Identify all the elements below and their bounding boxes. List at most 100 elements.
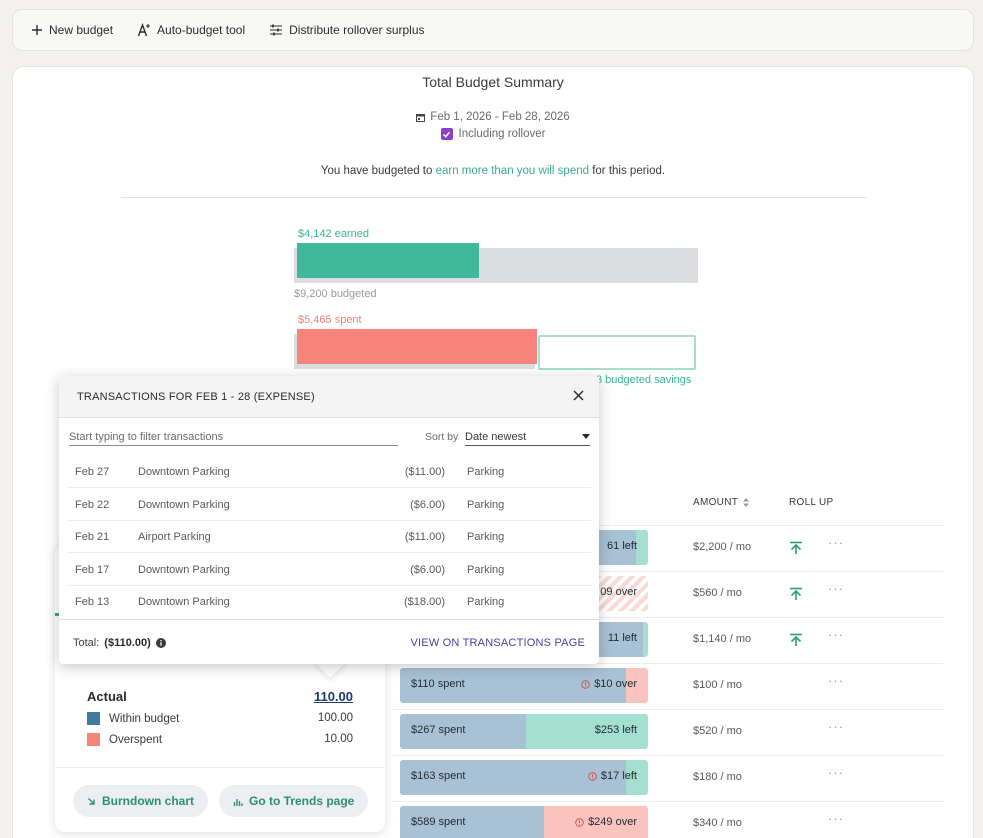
budget-amount[interactable]: $2,200 / mo	[693, 541, 752, 553]
budget-progress-bar[interactable]: $589 spent $249 over	[400, 806, 648, 838]
actual-value-link[interactable]: 110.00	[313, 689, 353, 704]
remaining-text: 09 over	[600, 586, 637, 598]
date-range[interactable]: Feb 1, 2026 - Feb 28, 2026	[13, 111, 973, 123]
red-segment	[544, 806, 648, 838]
transaction-category: Parking	[467, 563, 505, 576]
rollup-toggle[interactable]	[789, 587, 803, 606]
row-divider	[393, 571, 943, 572]
sliders-icon	[270, 24, 283, 36]
close-button[interactable]	[572, 389, 585, 407]
more-options-icon[interactable]: ···	[828, 627, 844, 642]
transaction-amount: ($11.00)	[404, 531, 445, 543]
spent-text: $163 spent	[411, 770, 466, 782]
row-divider	[393, 617, 943, 618]
more-options-icon[interactable]: ···	[828, 765, 844, 780]
date-range-text: Feb 1, 2026 - Feb 28, 2026	[430, 111, 570, 123]
rollup-toggle[interactable]	[789, 633, 803, 652]
transaction-payee: Downtown Parking	[138, 596, 230, 608]
remaining-value: 09 over	[600, 586, 637, 598]
distribute-rollover-button[interactable]: Distribute rollover surplus	[269, 23, 425, 37]
legend-within-budget: Within budget	[87, 712, 179, 725]
spent-bar	[297, 329, 537, 364]
filter-transactions-input[interactable]	[69, 428, 398, 446]
budget-amount[interactable]: $560 / mo	[693, 587, 742, 599]
sort-select[interactable]: Date newest	[465, 428, 590, 446]
budget-amount[interactable]: $1,140 / mo	[693, 633, 752, 645]
blue-segment	[400, 714, 526, 749]
more-options-icon[interactable]: ···	[828, 811, 844, 826]
amount-column-header[interactable]: AMOUNT	[693, 497, 750, 508]
budget-amount[interactable]: $100 / mo	[693, 679, 742, 691]
budget-message-suffix: for this period.	[589, 165, 666, 177]
overspent-swatch	[87, 733, 100, 746]
earned-bar	[297, 243, 479, 278]
green-segment	[636, 530, 648, 565]
transaction-row[interactable]: Feb 13 Downtown Parking ($18.00) Parking	[67, 586, 591, 618]
transaction-payee: Downtown Parking	[138, 466, 230, 478]
remaining-value: $249 over	[588, 816, 637, 828]
rollover-checkbox[interactable]	[440, 128, 453, 140]
more-options-icon[interactable]: ···	[828, 535, 844, 550]
transaction-date: Feb 17	[75, 563, 110, 576]
green-segment	[626, 760, 648, 795]
rollup-arrow-icon	[790, 587, 802, 600]
transactions-total: Total: ($110.00)	[73, 637, 166, 649]
budget-amount[interactable]: $520 / mo	[693, 725, 742, 737]
burndown-chart-button[interactable]: Burndown chart	[73, 785, 208, 817]
row-divider	[393, 709, 943, 710]
spent-label: $5,465 spent	[298, 314, 362, 326]
transaction-category: Parking	[467, 498, 505, 511]
toolbar: New budget Auto-budget tool Distribute r…	[12, 9, 974, 51]
green-segment	[526, 714, 648, 749]
blue-segment	[400, 668, 626, 703]
more-options-icon[interactable]: ···	[828, 673, 844, 688]
rollover-toggle[interactable]: Including rollover	[13, 128, 973, 140]
actual-label: Actual	[87, 689, 127, 704]
budget-amount[interactable]: $340 / mo	[693, 817, 742, 829]
remaining-text: $253 left	[595, 724, 637, 736]
remaining-value: $17 left	[600, 770, 637, 782]
trends-page-button[interactable]: Go to Trends page	[219, 785, 369, 817]
auto-budget-label: Auto-budget tool	[157, 23, 246, 37]
transaction-category: Parking	[467, 466, 505, 478]
transactions-popup: TRANSACTIONS FOR FEB 1 - 28 (EXPENSE) So…	[59, 376, 599, 664]
popup-footer-divider	[59, 619, 599, 620]
transaction-category: Parking	[467, 531, 505, 543]
budgeted-savings-box	[538, 335, 696, 370]
transaction-row[interactable]: Feb 22 Downtown Parking ($6.00) Parking	[67, 489, 591, 521]
budget-progress-bar[interactable]: $267 spent $253 left	[400, 714, 648, 749]
remaining-value: $10 over	[594, 678, 637, 690]
alert-circle-icon	[581, 679, 590, 689]
view-transactions-link[interactable]: VIEW ON TRANSACTIONS PAGE	[410, 637, 585, 649]
budget-amount[interactable]: $180 / mo	[693, 771, 742, 783]
row-divider	[393, 525, 943, 526]
row-divider	[393, 755, 943, 756]
transaction-row[interactable]: Feb 27 Downtown Parking ($11.00) Parking	[67, 456, 591, 488]
earned-budget-label: $9,200 budgeted	[294, 288, 377, 300]
more-options-icon[interactable]: ···	[828, 719, 844, 734]
summary-divider	[121, 197, 867, 198]
remaining-value: $253 left	[594, 724, 637, 736]
transaction-row[interactable]: Feb 21 Airport Parking ($11.00) Parking	[67, 521, 591, 553]
transaction-category: Parking	[467, 596, 505, 608]
budget-progress-bar[interactable]: $110 spent $10 over	[400, 668, 648, 703]
bar-chart-icon	[233, 798, 243, 806]
transaction-payee: Airport Parking	[138, 531, 211, 543]
auto-budget-button[interactable]: Auto-budget tool	[137, 23, 245, 37]
alert-circle-icon	[575, 817, 584, 827]
transaction-payee: Downtown Parking	[138, 563, 230, 576]
budget-message-highlight: earn more than you will spend	[435, 165, 590, 177]
earned-label: $4,142 earned	[298, 228, 369, 240]
budget-progress-bar[interactable]: $163 spent $17 left	[400, 760, 648, 795]
blue-segment	[400, 760, 626, 795]
calendar-icon	[416, 113, 426, 122]
rollup-toggle[interactable]	[789, 541, 803, 560]
new-budget-button[interactable]: New budget	[31, 23, 113, 37]
distribute-rollover-label: Distribute rollover surplus	[289, 23, 425, 37]
info-icon[interactable]	[155, 638, 166, 648]
transaction-amount: ($6.00)	[410, 498, 445, 511]
hatch-segment	[596, 576, 648, 611]
transaction-row[interactable]: Feb 17 Downtown Parking ($6.00) Parking	[67, 554, 591, 586]
more-options-icon[interactable]: ···	[828, 581, 844, 596]
sort-icon	[743, 498, 750, 507]
